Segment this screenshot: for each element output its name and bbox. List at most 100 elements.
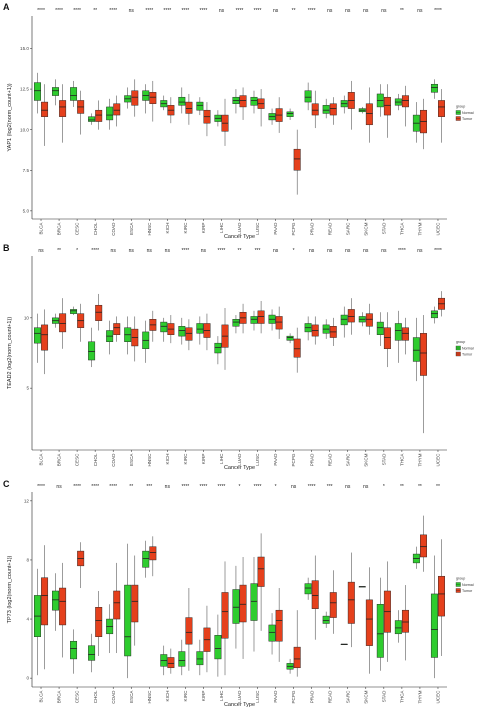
significance-label: * bbox=[239, 484, 241, 490]
significance-label: ns bbox=[327, 8, 333, 14]
box-tumor bbox=[149, 92, 157, 104]
box-tumor bbox=[401, 327, 409, 341]
significance-label: **** bbox=[181, 248, 189, 254]
significance-label: ns bbox=[147, 248, 153, 254]
y-axis-title: TEAD2 (log2(norm_count+1)) bbox=[7, 317, 13, 389]
significance-label: **** bbox=[37, 8, 45, 14]
x-axis-title: Cancer Type bbox=[224, 234, 255, 240]
significance-label: **** bbox=[308, 484, 316, 490]
significance-label: ns bbox=[165, 248, 171, 254]
significance-label: * bbox=[76, 248, 78, 254]
box-tumor bbox=[365, 313, 373, 327]
y-axis-title: YAP1 (log2(norm_count+1)) bbox=[7, 83, 13, 151]
significance-label: **** bbox=[109, 484, 117, 490]
box-tumor bbox=[420, 333, 427, 376]
box-tumor bbox=[149, 546, 157, 561]
significance-label: * bbox=[383, 484, 385, 490]
box-tumor bbox=[293, 646, 301, 669]
significance-label: *** bbox=[327, 484, 333, 490]
significance-label: ns bbox=[291, 484, 297, 490]
y-tick-label: 5 bbox=[26, 386, 29, 391]
x-tick-label: PAAD bbox=[273, 453, 278, 466]
box-tumor bbox=[401, 95, 409, 108]
box-normal bbox=[394, 620, 402, 635]
significance-label: ns bbox=[56, 484, 62, 490]
x-tick-label: SKCM bbox=[363, 690, 368, 703]
box-normal bbox=[34, 327, 41, 344]
x-tick-label: UCEC bbox=[436, 453, 441, 467]
box-normal bbox=[322, 105, 330, 114]
box-normal bbox=[70, 309, 78, 314]
legend-label: Normal bbox=[462, 111, 474, 115]
x-tick-label: THYM bbox=[418, 453, 423, 466]
legend: group Normal Tumor bbox=[455, 340, 474, 356]
panel-a: A 5.0 7.5 10.0 12.5 15.0 YAP1 (log2(norm_count… bbox=[3, 2, 474, 240]
significance-label: ns bbox=[273, 248, 279, 254]
legend-title: group bbox=[456, 340, 465, 344]
box-normal bbox=[214, 342, 222, 354]
significance-label: ns bbox=[363, 8, 369, 14]
box-tumor bbox=[293, 148, 301, 171]
box-normal bbox=[106, 106, 114, 121]
x-tick-label: PRAD bbox=[309, 690, 314, 703]
box-normal bbox=[376, 321, 384, 335]
y-tick-label: 10 bbox=[24, 315, 30, 320]
box-tumor bbox=[167, 657, 175, 669]
box-normal bbox=[178, 96, 186, 106]
box-tumor bbox=[41, 577, 49, 626]
box-tumor bbox=[275, 316, 283, 330]
significance-label: ns bbox=[363, 484, 369, 490]
box-tumor bbox=[113, 323, 121, 335]
legend-label: Normal bbox=[462, 583, 474, 587]
box-tumor bbox=[41, 324, 49, 351]
x-tick-label: BLCA bbox=[39, 690, 44, 703]
x-tick-label: KIRP bbox=[201, 691, 206, 702]
x-tick-label: CESC bbox=[75, 222, 80, 235]
y-tick-label: 10.0 bbox=[20, 127, 29, 132]
x-tick-label: LIHC bbox=[219, 222, 224, 233]
significance-label: ** bbox=[129, 484, 133, 490]
significance-label: **** bbox=[145, 8, 153, 14]
legend-label: Tumor bbox=[462, 352, 473, 356]
significance-label: **** bbox=[308, 8, 316, 14]
y-tick-label: 0 bbox=[26, 676, 29, 681]
x-tick-label: ESCA bbox=[129, 453, 134, 466]
significance-label: **** bbox=[200, 484, 208, 490]
box-tumor bbox=[383, 96, 391, 116]
y-tick-label: 8 bbox=[26, 558, 29, 563]
significance-label: ns bbox=[381, 248, 387, 254]
x-tick-label: COAD bbox=[111, 222, 116, 236]
panel-letter: A bbox=[3, 2, 10, 12]
x-tick-label: SKCM bbox=[363, 222, 368, 235]
significance-label: * bbox=[275, 484, 277, 490]
legend: group Normal Tumor bbox=[455, 105, 474, 121]
x-tick-label: STAD bbox=[381, 453, 386, 466]
x-tick-label: CHOL bbox=[93, 453, 98, 466]
legend-label: Tumor bbox=[462, 589, 473, 593]
significance-label: **** bbox=[434, 8, 442, 14]
significance-label: **** bbox=[91, 484, 99, 490]
significance-label: **** bbox=[181, 484, 189, 490]
significance-label: ** bbox=[400, 8, 404, 14]
x-tick-label: READ bbox=[327, 690, 332, 703]
significance-label: **** bbox=[254, 484, 262, 490]
box-tumor bbox=[275, 609, 283, 642]
x-tick-label: LIHC bbox=[219, 690, 224, 701]
x-tick-label: LUAD bbox=[237, 453, 242, 466]
box-normal bbox=[124, 584, 132, 657]
box-normal bbox=[142, 550, 150, 568]
box-tumor bbox=[420, 534, 427, 558]
significance-label: ** bbox=[436, 484, 440, 490]
box-normal bbox=[394, 323, 402, 341]
box-normal bbox=[70, 640, 78, 660]
x-tick-label: COAD bbox=[111, 690, 116, 704]
significance-label: ns bbox=[345, 8, 351, 14]
box-tumor bbox=[239, 95, 247, 108]
significance-label: **** bbox=[181, 8, 189, 14]
x-tick-label: KIRC bbox=[183, 222, 188, 234]
x-tick-label: THCA bbox=[399, 690, 404, 703]
box-tumor bbox=[95, 109, 103, 122]
box-tumor bbox=[185, 617, 193, 645]
x-tick-label: BRCA bbox=[57, 690, 62, 704]
